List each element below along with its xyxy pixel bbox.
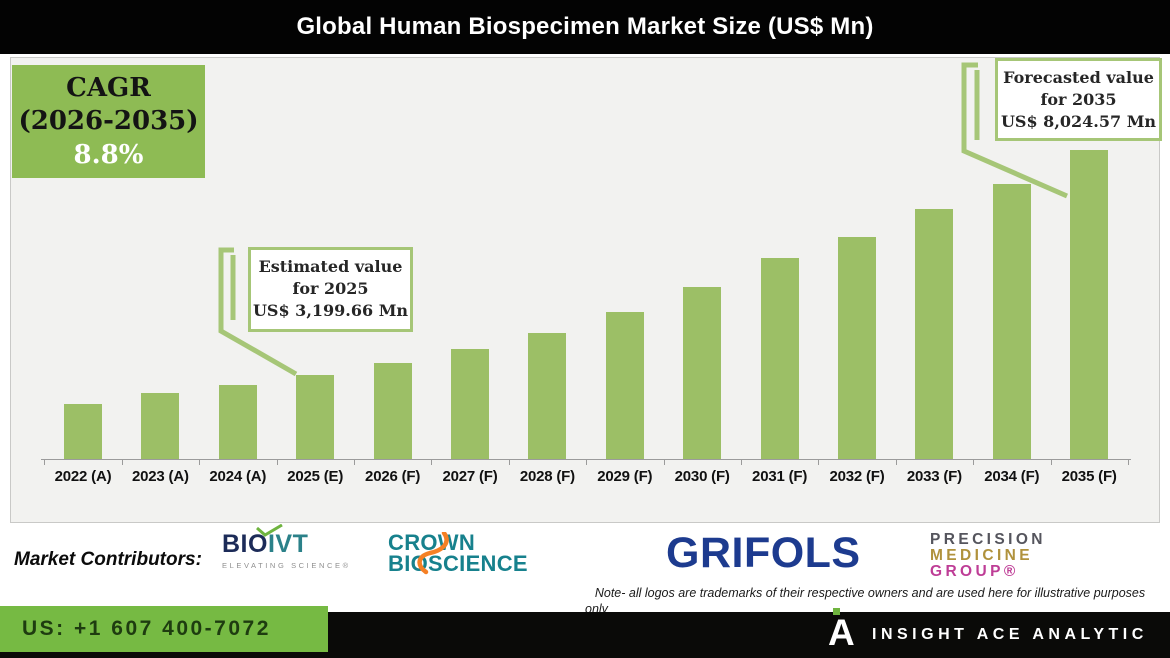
axis-tick xyxy=(586,460,588,465)
callout-forecasted-value: US$ 8,024.57 Mn xyxy=(1000,112,1157,131)
x-axis-label: 2025 (E) xyxy=(287,468,344,485)
bar-2026 xyxy=(373,363,412,459)
x-axis-label: 2033 (F) xyxy=(906,468,962,485)
market-contributors-label: Market Contributors: xyxy=(14,549,202,570)
x-axis-label: 2031 (F) xyxy=(752,468,808,485)
callout-estimated-2025: Estimated value for 2025 US$ 3,199.66 Mn xyxy=(248,247,413,332)
trademark-note-line1: Note- all logos are trademarks of their … xyxy=(594,586,1146,600)
bar-2027 xyxy=(451,349,489,459)
axis-tick xyxy=(431,460,433,465)
pmg-logo-line2: MEDICINE xyxy=(930,547,1033,564)
axis-tick xyxy=(508,460,510,465)
bar-2032 xyxy=(838,237,876,459)
crown-swoosh-icon xyxy=(417,532,449,575)
bioivt-logo-ivt-text: IVT xyxy=(267,530,309,558)
insight-ace-logo-icon: A xyxy=(828,604,860,656)
axis-tick xyxy=(1127,460,1129,465)
callout-estimated-value: US$ 3,199.66 Mn xyxy=(252,301,409,320)
chart-title: Global Human Biospecimen Market Size (US… xyxy=(296,13,874,40)
x-axis-label: 2028 (F) xyxy=(519,468,575,485)
cagr-period: (2026-2035) xyxy=(18,106,199,136)
axis-tick xyxy=(44,460,46,465)
footer-phone-number: US: +1 607 400-7072 xyxy=(22,617,271,640)
bar-2031 xyxy=(760,258,799,459)
axis-tick xyxy=(276,460,278,465)
bioivt-elevation-icon xyxy=(256,524,283,537)
x-axis-label: 2027 (F) xyxy=(442,468,498,485)
cagr-title: CAGR xyxy=(66,73,151,103)
x-axis-label: 2022 (A) xyxy=(54,468,112,485)
cagr-box: CAGR (2026-2035) 8.8% xyxy=(12,65,205,178)
pmg-logo-line3: GROUP® xyxy=(930,563,1019,580)
callout-forecasted-line2: for 2035 xyxy=(1040,90,1117,109)
insight-ace-logo-letter: A xyxy=(828,612,855,653)
callout-estimated-line1: Estimated value xyxy=(258,257,403,276)
axis-tick xyxy=(895,460,897,465)
insight-ace-brand-name: INSIGHT ACE ANALYTIC xyxy=(872,626,1148,643)
axis-tick xyxy=(740,460,742,465)
pmg-logo-line1: PRECISION xyxy=(930,531,1046,548)
x-axis-label: 2024 (A) xyxy=(209,468,267,485)
axis-tick xyxy=(973,460,975,465)
crown-logo-line1: CROWN xyxy=(388,530,476,555)
callout-forecasted-2035: Forecasted value for 2035 US$ 8,024.57 M… xyxy=(995,58,1162,141)
callout-forecasted-line1: Forecasted value xyxy=(1003,68,1154,87)
grifols-logo: GRIFOLS xyxy=(666,529,861,577)
bioivt-tagline: ELEVATING SCIENCE® xyxy=(222,561,351,570)
bar-2033 xyxy=(915,209,954,459)
bar-2023 xyxy=(141,393,180,459)
callout-estimated-line2: for 2025 xyxy=(292,279,369,298)
bioivt-logo-bio-text: BIO xyxy=(222,530,268,558)
axis-tick xyxy=(818,460,820,465)
bar-2025 xyxy=(296,375,335,459)
axis-tick xyxy=(353,460,355,465)
crown-bioscience-logo: CROWN BIOSCIENCE xyxy=(388,530,558,575)
x-axis-label: 2032 (F) xyxy=(829,468,885,485)
bar-2028 xyxy=(528,333,567,459)
bar-2030 xyxy=(683,287,722,459)
x-axis-label: 2034 (F) xyxy=(984,468,1040,485)
x-axis-label: 2023 (A) xyxy=(132,468,189,485)
x-axis-line xyxy=(41,459,1131,460)
bar-2029 xyxy=(605,312,644,459)
axis-tick xyxy=(1050,460,1052,465)
x-axis-label: 2029 (F) xyxy=(597,468,653,485)
bioivt-logo: BIOIVT ELEVATING SCIENCE® xyxy=(222,524,351,570)
cagr-value: 8.8% xyxy=(73,140,144,170)
precision-medicine-group-logo: PRECISION MEDICINE GROUP® xyxy=(930,532,1046,580)
insight-ace-logo-dot xyxy=(833,608,840,615)
x-axis-label: 2026 (F) xyxy=(365,468,421,485)
axis-tick xyxy=(663,460,665,465)
x-axis-label: 2030 (F) xyxy=(674,468,730,485)
x-axis-label: 2035 (F) xyxy=(1061,468,1117,485)
bar-2034 xyxy=(992,184,1031,459)
title-bar: Global Human Biospecimen Market Size (US… xyxy=(0,0,1170,54)
axis-tick xyxy=(121,460,123,465)
axis-tick xyxy=(199,460,201,465)
bar-2035 xyxy=(1070,150,1109,459)
bar-2024 xyxy=(218,385,257,459)
bar-2022 xyxy=(64,404,102,459)
footer-phone-box: US: +1 607 400-7072 xyxy=(0,606,328,652)
